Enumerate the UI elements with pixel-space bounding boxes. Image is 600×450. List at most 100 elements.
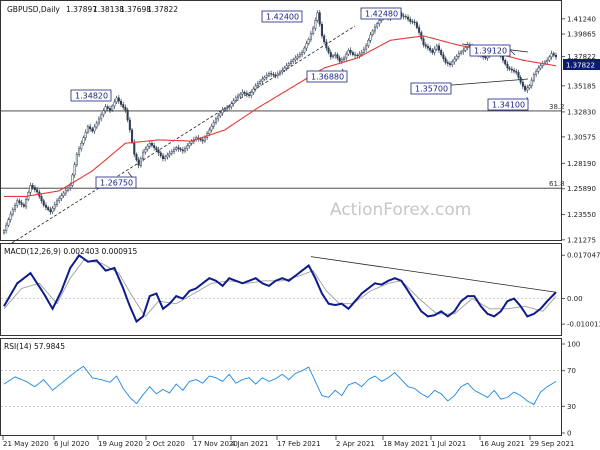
price-annotation: 1.34820 <box>70 89 112 102</box>
macd-tick-label: -0.010013 <box>567 321 600 329</box>
candle-body <box>2 230 6 234</box>
candle-body <box>314 20 317 29</box>
candle-body <box>270 73 273 75</box>
macd-tick-label: 0.017047 <box>567 252 600 260</box>
candle-body <box>448 63 452 65</box>
watermark: ActionForex.com <box>330 200 471 220</box>
price-annotation: 1.39120 <box>469 44 516 57</box>
rsi-tick-label: 70 <box>567 367 576 375</box>
candle-body <box>102 110 105 116</box>
candle-body <box>248 94 251 96</box>
candle-body <box>80 142 83 150</box>
candle-body <box>131 129 134 143</box>
candle-body <box>148 142 151 147</box>
candle-body <box>378 20 381 24</box>
candle-body <box>307 38 310 44</box>
candle-body <box>548 56 551 61</box>
moving-average-line <box>4 35 557 197</box>
candle-body <box>265 75 268 78</box>
candle-body <box>513 69 516 72</box>
candle-body <box>14 204 17 210</box>
candle-body <box>93 126 96 132</box>
candle-body <box>296 55 299 59</box>
candle-body <box>294 57 297 61</box>
candle-body <box>444 58 447 63</box>
candle-body <box>161 155 164 159</box>
rsi-header: RSI(14) 57.9845 <box>4 342 65 351</box>
candle-body <box>241 92 244 95</box>
candle-body <box>506 63 509 69</box>
candle-body <box>526 87 529 91</box>
candle-body <box>237 95 240 99</box>
candle-body <box>338 57 341 62</box>
candle-body <box>460 51 463 54</box>
candle-body <box>225 107 229 110</box>
candle-body <box>508 67 511 70</box>
price-tick-label: 1.37822 <box>567 53 596 61</box>
price-annotation-label: 1.34820 <box>75 92 108 101</box>
candle-body <box>358 53 361 57</box>
candle-body <box>184 148 187 152</box>
candle-body <box>82 137 85 144</box>
candle-body <box>126 109 129 121</box>
candle-body <box>484 56 487 59</box>
candle-body <box>78 148 81 155</box>
candle-body <box>58 197 61 202</box>
candle-body <box>316 12 319 21</box>
candle-body <box>201 139 204 142</box>
rsi-panel-frame <box>0 338 562 436</box>
candle-body <box>539 65 542 69</box>
candle-body <box>155 147 158 151</box>
candle-body <box>104 106 107 112</box>
candle-body <box>42 200 45 206</box>
time-tick-label: 4 Jan 2021 <box>231 440 269 448</box>
price-tick-label: 1.21275 <box>567 236 596 244</box>
rsi-tick-label: 30 <box>567 403 576 411</box>
candle-body <box>219 112 222 117</box>
candle-body <box>442 54 445 59</box>
price-header-low: 1.37698 <box>120 5 151 14</box>
candle-body <box>40 196 43 202</box>
price-annotation: 1.34100 <box>487 96 529 111</box>
candle-body <box>122 104 125 108</box>
candle-body <box>367 40 370 47</box>
candle-body <box>73 164 76 176</box>
rsi-guide-lines <box>1 370 561 407</box>
candle-body <box>133 141 136 155</box>
candle-body <box>283 67 286 71</box>
price-annotation: 1.36880 <box>306 68 348 83</box>
candle-body <box>91 128 94 132</box>
time-tick-label: 21 May 2020 <box>3 440 49 448</box>
time-tick-label: 16 Aug 2021 <box>480 440 525 448</box>
price-annotation-label: 1.39120 <box>474 47 507 56</box>
candle-body <box>320 23 323 37</box>
candle-body <box>124 107 127 111</box>
support-trendline <box>11 25 356 244</box>
candle-body <box>190 141 193 144</box>
price-tick-label: 1.28190 <box>567 160 596 168</box>
candle-body <box>552 53 555 56</box>
candle-body <box>345 53 348 59</box>
candle-body <box>60 195 63 199</box>
candle-body <box>334 54 337 57</box>
candle-body <box>515 71 518 73</box>
candle-body <box>49 209 52 213</box>
time-tick-label: 17 Nov 2020 <box>193 440 238 448</box>
price-axis-ticks: 1.41240 1.39865 1.37822 1.35185 1.32830 1.305… <box>561 15 596 244</box>
candle-body <box>64 190 67 194</box>
candle-body <box>62 192 65 196</box>
candle-body <box>181 149 184 152</box>
candle-body <box>9 213 12 220</box>
candle-body <box>413 21 416 23</box>
candle-body <box>312 27 315 34</box>
price-annotation-label: 1.26750 <box>100 179 133 188</box>
candle-body <box>186 145 189 149</box>
candle-body <box>519 77 522 83</box>
candle-body <box>343 57 346 60</box>
candle-body <box>188 142 191 147</box>
candle-body <box>267 73 270 76</box>
candle-body <box>331 55 335 58</box>
candle-body <box>212 122 215 127</box>
candle-body <box>287 63 290 67</box>
